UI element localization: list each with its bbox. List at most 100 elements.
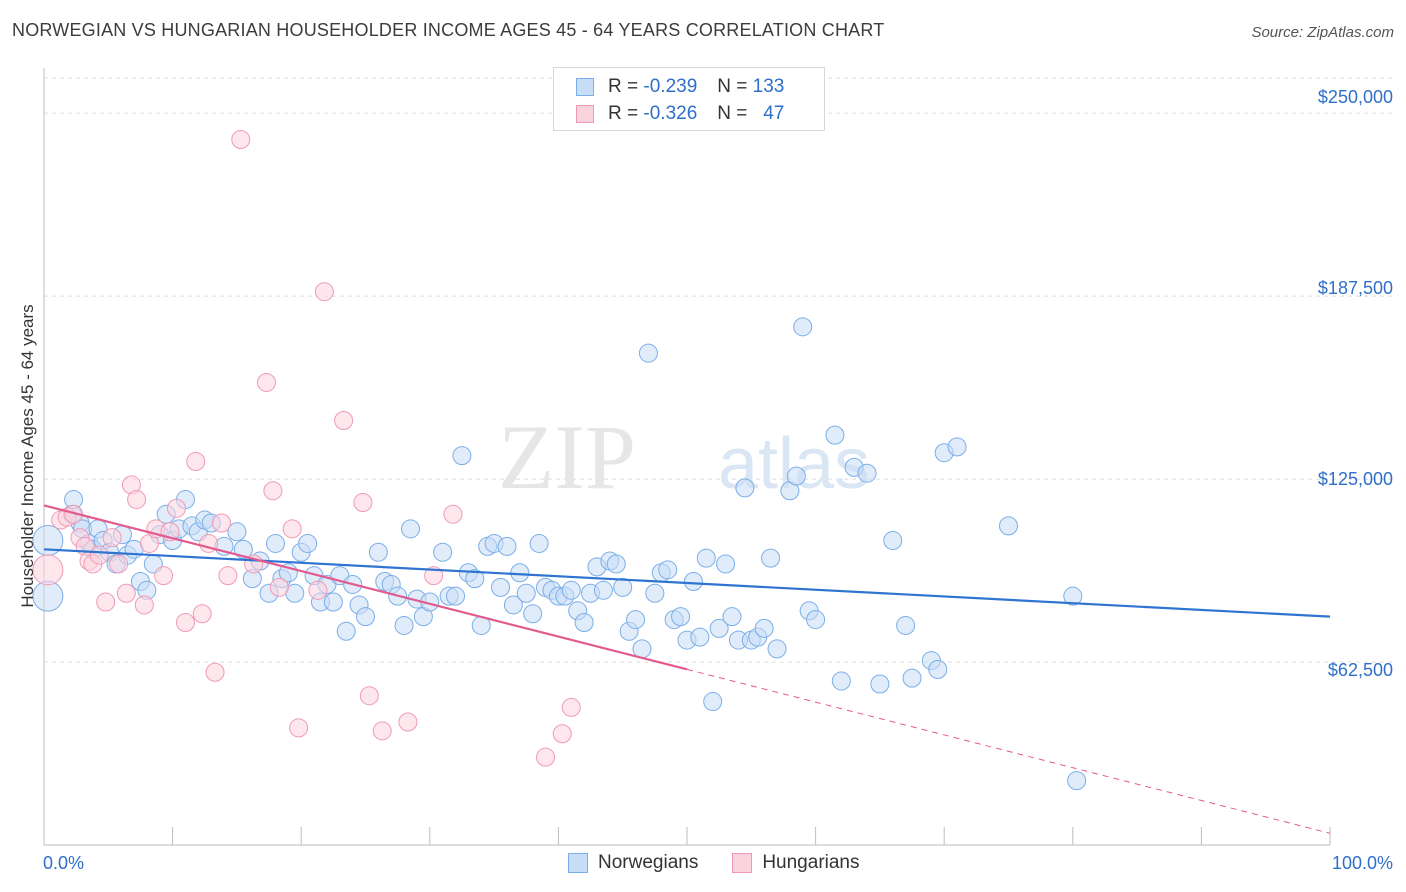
norwegian-point — [767, 639, 787, 659]
norwegian-point — [947, 437, 967, 457]
norwegian-point — [696, 548, 716, 568]
hungarians-points — [32, 129, 581, 767]
hungarian-point — [443, 504, 463, 524]
chart-source: Source: ZipAtlas.com — [1251, 24, 1394, 41]
hungarian-point — [552, 724, 572, 744]
hungarian-point — [186, 452, 206, 471]
norwegian-point — [529, 533, 549, 553]
norwegian-point — [433, 542, 453, 562]
hungarian-point — [359, 686, 379, 706]
x-tick-label-max: 100.0% — [1331, 853, 1393, 873]
norwegian-point — [606, 554, 626, 574]
hungarian-point — [282, 519, 302, 539]
norwegian-point — [806, 610, 826, 630]
norwegian-point — [786, 466, 806, 486]
norwegian-point — [645, 583, 665, 603]
norwegian-point — [870, 674, 890, 694]
norwegian-point — [446, 586, 466, 606]
hungarian-point — [154, 566, 174, 586]
norwegian-point — [722, 607, 742, 627]
norwegian-point — [703, 692, 723, 712]
norwegian-point — [561, 580, 581, 600]
legend-n-value-norwegians: 133 — [752, 76, 785, 97]
hungarian-point — [256, 372, 276, 392]
hungarian-point — [102, 528, 122, 548]
norwegians-legend-swatch — [568, 853, 588, 873]
norwegian-point — [709, 618, 729, 638]
hungarian-point — [218, 566, 238, 586]
hungarian-point — [561, 697, 581, 717]
hungarians-trend-extension — [686, 668, 1331, 834]
norwegian-point — [503, 595, 523, 615]
legend-r-label: R = — [608, 76, 639, 97]
norwegian-point — [825, 425, 845, 445]
norwegian-point — [658, 560, 678, 580]
norwegian-point — [793, 317, 813, 337]
legend-n-value-hungarians: 47 — [763, 103, 785, 124]
norwegian-point — [638, 343, 658, 363]
hungarian-point — [32, 554, 64, 586]
correlation-legend: R = -0.239 N = 133 R = -0.326 N = 47 — [553, 67, 825, 131]
y-tick-label-250000: $250,000 — [1317, 87, 1393, 107]
legend-r-label: R = — [608, 103, 639, 124]
hungarian-point — [192, 604, 212, 624]
norwegian-point — [613, 577, 633, 597]
norwegian-point — [883, 531, 903, 551]
norwegian-point — [574, 613, 594, 633]
norwegian-point — [516, 583, 536, 603]
norwegian-point — [336, 621, 356, 641]
hungarian-point — [231, 129, 251, 149]
hungarian-point — [116, 583, 136, 603]
norwegians-trend-line — [43, 548, 1331, 618]
hungarian-point — [96, 592, 116, 612]
hungarian-point — [536, 747, 556, 767]
legend-r-value-norwegians: -0.239 — [643, 76, 698, 97]
legend-row-hungarians: R = -0.326 N = 47 — [576, 102, 784, 126]
watermark-zip: ZIP — [498, 406, 636, 508]
norwegian-point — [298, 533, 318, 553]
chart-title: NORWEGIAN VS HUNGARIAN HOUSEHOLDER INCOM… — [12, 20, 885, 40]
norwegian-point — [1067, 771, 1087, 791]
norwegian-point — [491, 577, 511, 597]
norwegian-point — [928, 659, 948, 679]
norwegian-point — [716, 554, 736, 574]
norwegian-point — [497, 536, 517, 556]
hungarian-point — [166, 498, 186, 518]
hungarian-point — [308, 580, 328, 600]
legend-n-label: N = — [717, 103, 748, 124]
hungarians-legend-swatch — [732, 853, 753, 873]
norwegian-point — [356, 607, 375, 627]
trend-lines — [43, 504, 1331, 834]
norwegian-point — [896, 615, 916, 635]
norwegians-points — [32, 317, 1087, 791]
norwegian-point — [227, 522, 247, 542]
norwegian-point — [465, 569, 485, 589]
norwegian-point — [323, 592, 343, 612]
hungarian-point — [134, 595, 154, 615]
hungarian-point — [89, 545, 109, 565]
y-tick-label-187500: $187,500 — [1317, 278, 1393, 298]
hungarian-point — [211, 513, 231, 533]
norwegian-point — [857, 463, 877, 483]
legend-n-label: N = — [717, 76, 748, 97]
y-axis-title: Householder Income Ages 45 - 64 years — [18, 304, 37, 608]
y-tick-label-62500: $62,500 — [1327, 660, 1393, 680]
hungarian-point — [314, 282, 334, 302]
norwegian-point — [593, 580, 613, 600]
hungarian-point — [372, 721, 392, 741]
hungarian-point — [424, 566, 444, 586]
norwegian-point — [265, 533, 285, 553]
norwegian-point — [683, 572, 703, 592]
hungarian-point — [205, 662, 225, 682]
hungarians-trend-line — [43, 504, 688, 671]
norwegian-point — [394, 615, 414, 635]
hungarians-legend-label: Hungarians — [762, 852, 860, 873]
norwegian-point — [368, 542, 388, 562]
norwegian-point — [831, 671, 851, 691]
norwegian-point — [523, 604, 543, 624]
norwegian-point — [233, 539, 253, 559]
norwegian-point — [735, 478, 755, 498]
y-tick-label-125000: $125,000 — [1317, 469, 1393, 489]
norwegian-point — [510, 563, 530, 583]
